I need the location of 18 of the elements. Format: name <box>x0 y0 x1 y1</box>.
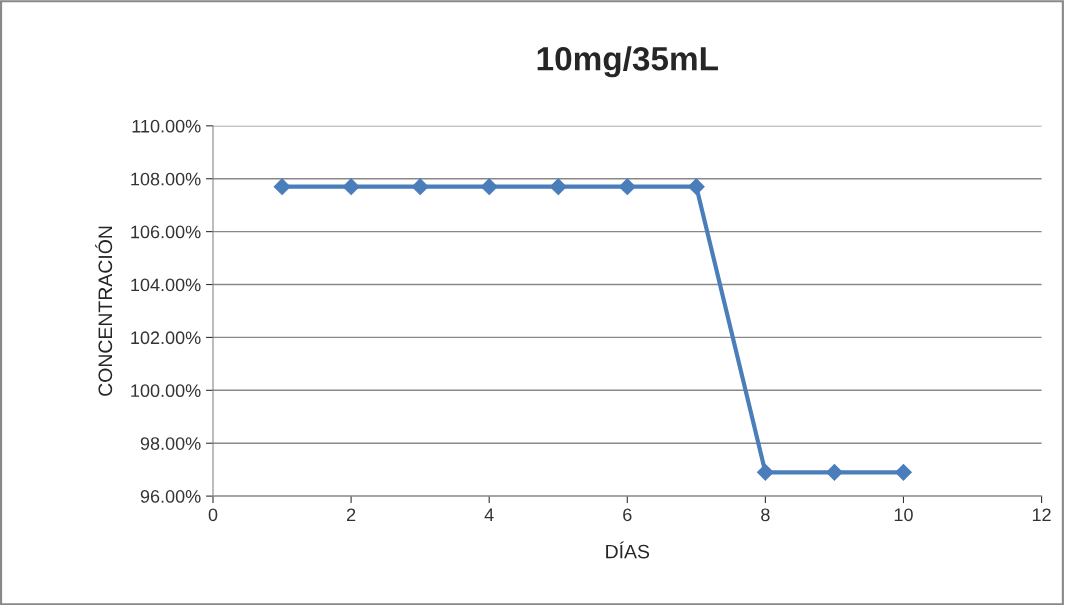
y-tick-label: 104.00% <box>131 278 201 292</box>
y-tick-label: 100.00% <box>131 384 201 398</box>
y-tick-label: 98.00% <box>140 437 201 450</box>
x-tick-label: 10 <box>894 508 913 522</box>
x-tick-label: 2 <box>346 508 356 521</box>
y-axis-title: CONCENTRACIÓN <box>95 226 113 396</box>
x-tick-label: 6 <box>623 508 632 522</box>
x-tick-label: 4 <box>484 508 494 521</box>
y-tick-label: 106.00% <box>131 225 201 239</box>
y-tick-label: 108.00% <box>131 172 201 186</box>
chart-title: 10mg/35mL <box>537 46 718 78</box>
y-tick-label: 110.00% <box>132 119 201 133</box>
x-tick-label: 12 <box>1032 508 1051 521</box>
x-tick-label: 0 <box>208 508 218 522</box>
x-tick-label: 8 <box>761 508 770 522</box>
x-axis-title: DÍAS <box>606 541 650 559</box>
y-tick-label: 96.00% <box>140 490 201 503</box>
y-tick-label: 102.00% <box>131 331 201 345</box>
